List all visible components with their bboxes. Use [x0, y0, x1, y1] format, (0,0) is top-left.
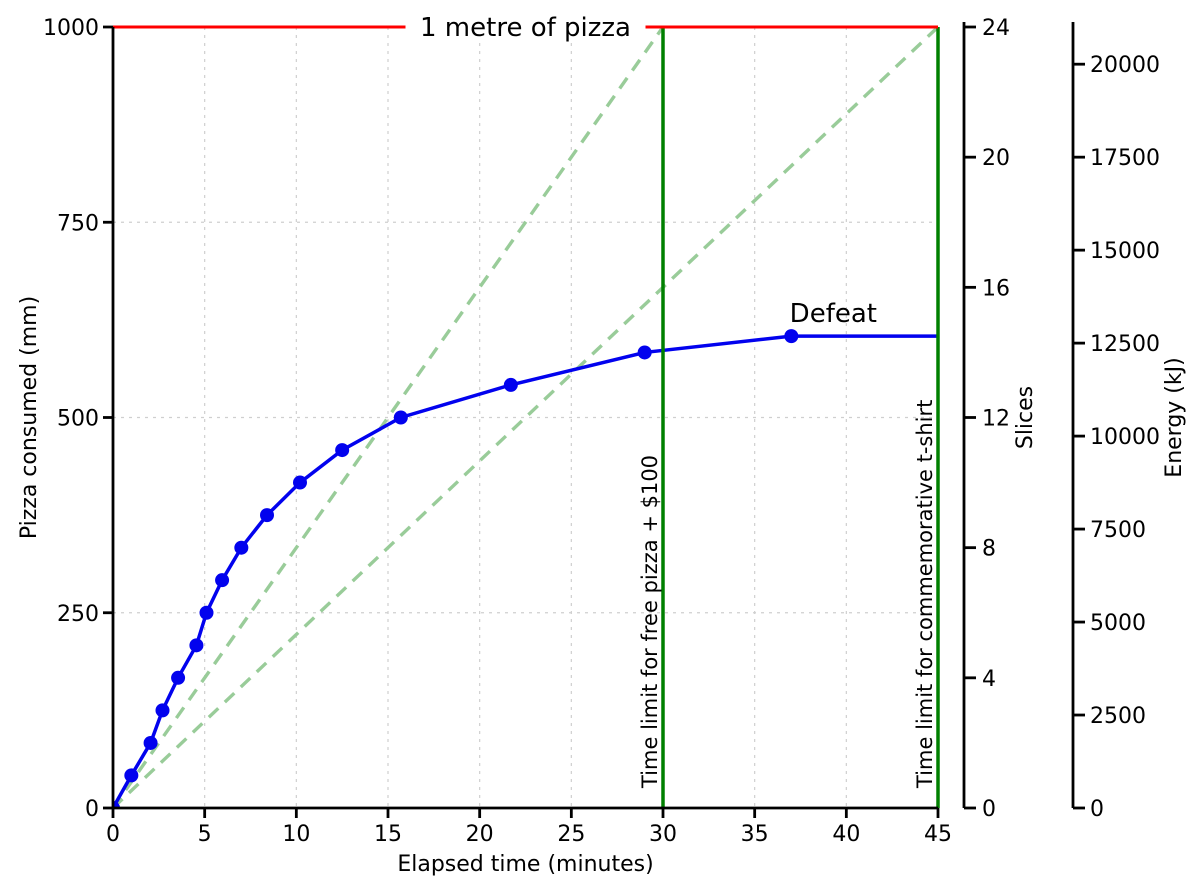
slices-tick-label: 0 — [982, 797, 996, 822]
x-tick-label: 30 — [649, 822, 677, 847]
data-point — [189, 638, 204, 653]
y-tick-label: 1000 — [43, 16, 99, 41]
energy-axis-title: Energy (kJ) — [1162, 357, 1187, 477]
x-tick-label: 5 — [198, 822, 212, 847]
energy-tick-label: 20000 — [1090, 53, 1160, 78]
x-axis-title: Elapsed time (minutes) — [397, 852, 653, 877]
energy-tick-label: 7500 — [1090, 518, 1146, 543]
x-tick-label: 10 — [282, 822, 310, 847]
data-point — [199, 605, 214, 620]
time-limit-lines: Time limit for free pizza + $100 Time lim… — [638, 27, 940, 808]
metre-line-label: 1 metre of pizza — [420, 13, 631, 43]
metre-line-group: 1 metre of pizza — [113, 12, 938, 43]
slices-tick-label: 16 — [982, 276, 1010, 301]
energy-tick-label: 0 — [1090, 797, 1104, 822]
data-point — [113, 801, 120, 808]
x-tick-label: 0 — [106, 822, 120, 847]
pace-line — [113, 26, 665, 808]
data-point — [143, 735, 158, 750]
energy-tick-label: 15000 — [1090, 239, 1160, 264]
pace-lines — [113, 26, 940, 808]
energy-tick-label: 12500 — [1090, 332, 1160, 357]
slices-axis-title: Slices — [1013, 386, 1038, 449]
energy-tick-label: 10000 — [1090, 425, 1160, 450]
x-tick-label: 35 — [741, 822, 769, 847]
y-tick-label: 750 — [57, 211, 99, 236]
y-axis-title: Pizza consumed (mm) — [17, 296, 42, 539]
data-point — [335, 443, 350, 458]
pace-line — [113, 26, 940, 808]
data-point — [784, 329, 799, 344]
energy-tick-label: 2500 — [1090, 704, 1146, 729]
slices-tick-label: 20 — [982, 146, 1010, 171]
y-tick-label: 0 — [85, 797, 99, 822]
x-tick-label: 15 — [374, 822, 402, 847]
data-point — [171, 670, 186, 685]
time-limit-label: Time limit for commemorative t-shirt — [913, 400, 937, 789]
time-limit-label: Time limit for free pizza + $100 — [638, 455, 662, 789]
data-point — [215, 573, 230, 588]
x-tick-label: 40 — [832, 822, 860, 847]
annotation-defeat: Defeat — [790, 299, 877, 329]
data-point — [393, 410, 408, 425]
data-point — [155, 703, 170, 718]
series-line — [113, 334, 938, 808]
slices-tick-label: 24 — [982, 16, 1010, 41]
data-point — [637, 345, 652, 360]
metre-label-backdrop — [405, 12, 646, 42]
axes: 0 5 10 15 20 25 30 35 40 450250500750100004812162… — [17, 16, 1187, 877]
data-point — [503, 377, 518, 392]
slices-tick-label: 8 — [982, 537, 996, 562]
y-tick-label: 250 — [57, 602, 99, 627]
data-point — [293, 475, 307, 490]
y-tick-label: 500 — [57, 407, 99, 432]
x-tick-label: 45 — [924, 822, 952, 847]
slices-tick-label: 12 — [982, 407, 1010, 432]
data-point — [234, 540, 249, 555]
energy-tick-label: 17500 — [1090, 146, 1160, 171]
x-tick-label: 25 — [557, 822, 585, 847]
series-pizza-consumed — [113, 329, 938, 808]
energy-tick-label: 5000 — [1090, 611, 1146, 636]
slices-tick-label: 4 — [982, 667, 996, 692]
x-tick-label: 20 — [466, 822, 494, 847]
data-point — [124, 768, 139, 783]
data-point — [260, 508, 274, 523]
